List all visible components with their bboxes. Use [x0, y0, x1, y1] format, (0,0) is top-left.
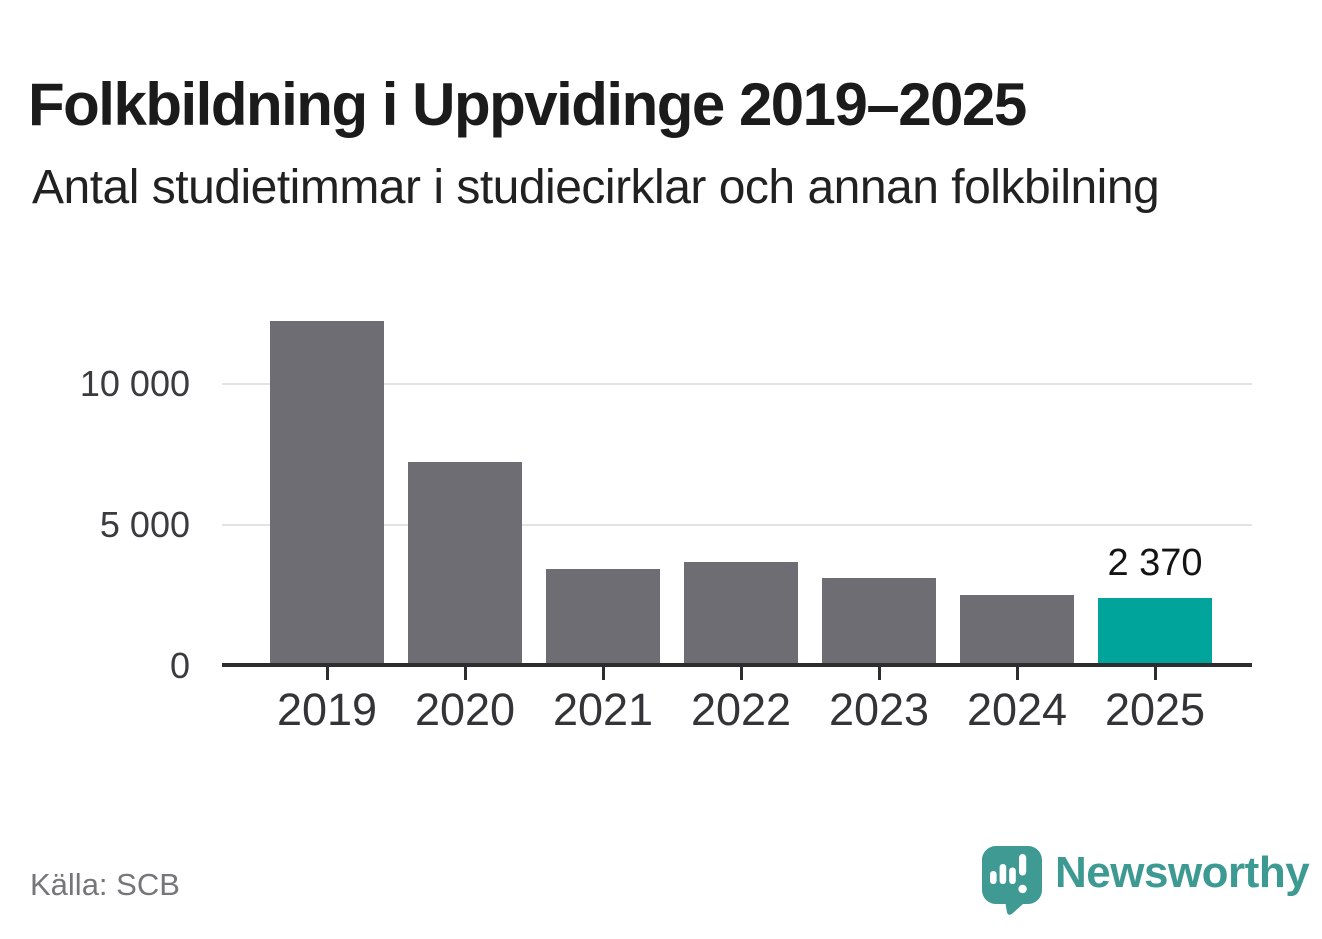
x-axis-line	[222, 663, 1252, 667]
bar-2025	[1098, 598, 1212, 665]
newsworthy-logo-text: Newsworthy	[1055, 848, 1310, 897]
x-axis-label-2020: 2020	[414, 684, 516, 735]
x-axis-label-2025: 2025	[1104, 684, 1206, 735]
x-axis-label-2019: 2019	[276, 684, 378, 735]
x-tick-2023	[877, 667, 881, 680]
y-axis-label-0: 0	[169, 645, 190, 686]
x-tick-2025	[1153, 667, 1157, 680]
bar-2019	[270, 320, 384, 665]
newsworthy-bubble-chart-icon	[982, 846, 1042, 915]
gridline-5000	[222, 524, 1252, 526]
gridline-10000	[222, 383, 1252, 385]
x-tick-2021	[601, 667, 605, 680]
newsworthy-logo: Newsworthy	[982, 846, 1310, 915]
chart-subtitle: Antal studietimmar i studiecirklar och a…	[32, 161, 1160, 214]
bar-2021	[546, 569, 660, 665]
bar-2024	[960, 595, 1074, 665]
bar-2022	[684, 562, 798, 665]
x-axis-label-2024: 2024	[966, 684, 1068, 735]
x-tick-2020	[463, 667, 467, 680]
y-axis-label-10000: 10 000	[79, 363, 190, 404]
bar-2020	[408, 461, 522, 665]
x-axis-label-2022: 2022	[690, 684, 792, 735]
y-axis-label-5000: 5 000	[99, 504, 190, 545]
x-tick-2019	[325, 667, 329, 680]
x-axis-label-2023: 2023	[828, 684, 930, 735]
page-title: Folkbildning i Uppvidinge 2019–2025	[28, 71, 1027, 139]
x-tick-2022	[739, 667, 743, 680]
x-axis-label-2021: 2021	[552, 684, 654, 735]
bar-2023	[822, 577, 936, 665]
x-tick-2024	[1015, 667, 1019, 680]
source-note: Källa: SCB	[30, 867, 180, 902]
plot-area: 0 5 000 10 000 2019 2020 2021 2022 2023 2024 2025…	[80, 299, 1252, 735]
bar-value-label: 2 370	[1107, 542, 1203, 585]
